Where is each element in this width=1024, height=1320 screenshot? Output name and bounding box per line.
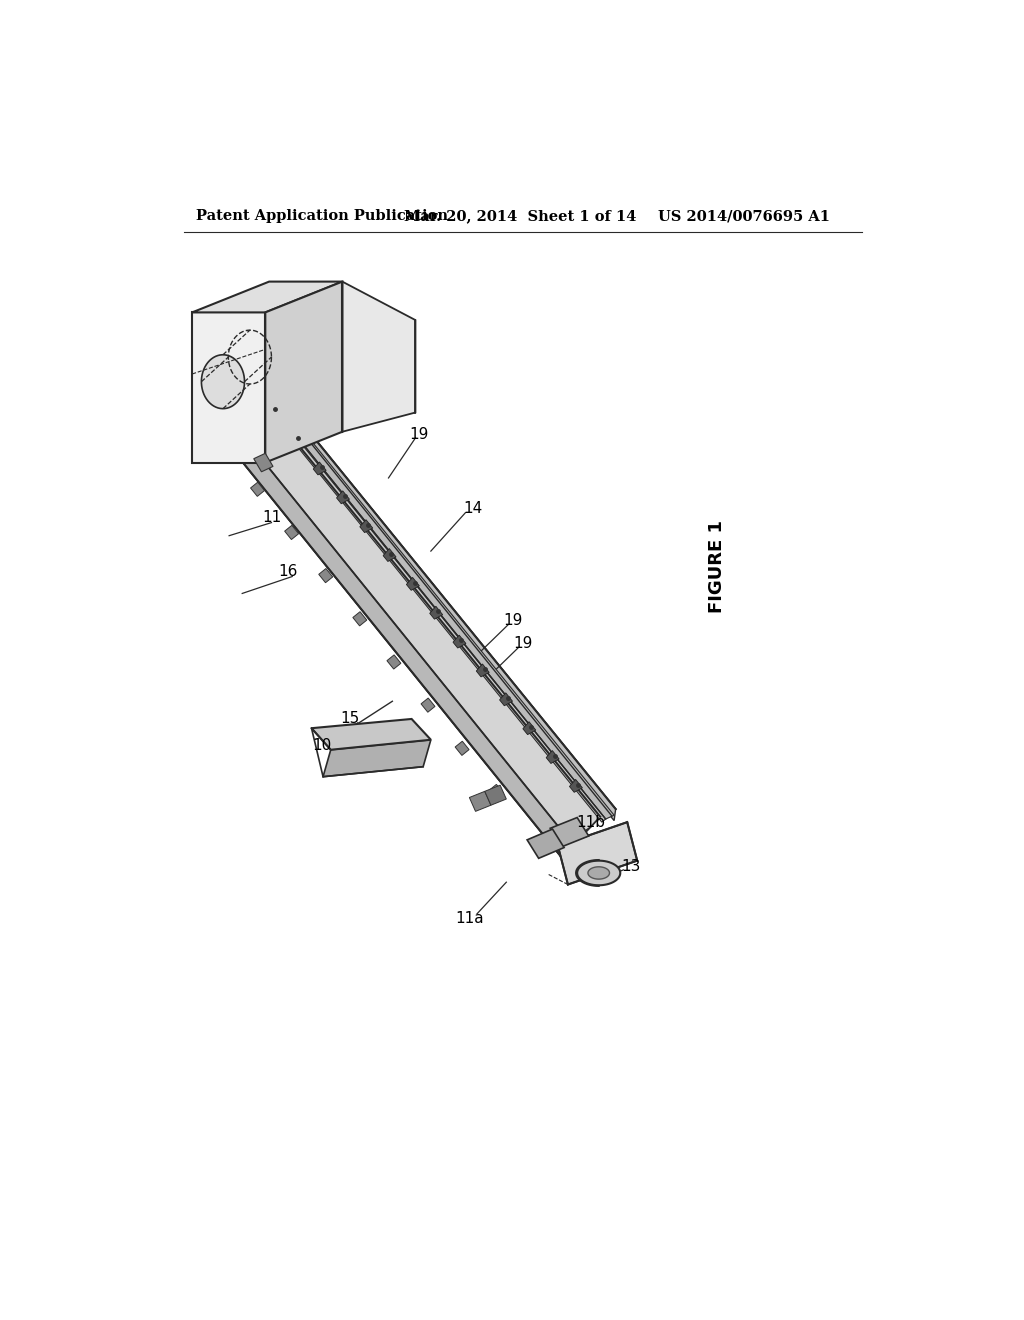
- Polygon shape: [202, 355, 245, 409]
- Polygon shape: [500, 693, 513, 706]
- Text: US 2014/0076695 A1: US 2014/0076695 A1: [658, 209, 830, 223]
- Text: 12: 12: [294, 313, 313, 327]
- Polygon shape: [523, 722, 536, 735]
- Polygon shape: [252, 388, 605, 822]
- Text: Patent Application Publication: Patent Application Publication: [196, 209, 449, 223]
- Polygon shape: [250, 378, 615, 817]
- Text: FIGURE 1: FIGURE 1: [709, 520, 726, 612]
- Polygon shape: [266, 404, 280, 417]
- Polygon shape: [550, 817, 589, 847]
- Polygon shape: [318, 569, 333, 582]
- Polygon shape: [290, 433, 303, 446]
- Polygon shape: [489, 784, 503, 799]
- Polygon shape: [353, 611, 367, 626]
- Polygon shape: [455, 742, 469, 755]
- Text: 19: 19: [410, 426, 429, 442]
- Polygon shape: [263, 378, 615, 821]
- Text: 15: 15: [340, 711, 359, 726]
- Polygon shape: [311, 719, 431, 750]
- Polygon shape: [258, 384, 614, 818]
- Polygon shape: [546, 751, 559, 763]
- Polygon shape: [214, 385, 600, 858]
- Polygon shape: [484, 785, 506, 805]
- Polygon shape: [527, 829, 564, 858]
- Text: 16: 16: [279, 565, 298, 579]
- Polygon shape: [421, 698, 435, 713]
- Polygon shape: [285, 525, 299, 540]
- Polygon shape: [216, 440, 230, 453]
- Polygon shape: [383, 549, 396, 561]
- Polygon shape: [558, 822, 637, 884]
- Polygon shape: [588, 867, 609, 879]
- Polygon shape: [337, 491, 349, 504]
- Text: 11a: 11a: [455, 911, 483, 925]
- Polygon shape: [407, 577, 420, 590]
- Polygon shape: [214, 418, 578, 858]
- Polygon shape: [254, 453, 273, 471]
- Polygon shape: [387, 655, 400, 669]
- Polygon shape: [453, 635, 466, 648]
- Polygon shape: [430, 606, 442, 619]
- Text: 14: 14: [464, 502, 483, 516]
- Polygon shape: [193, 281, 342, 313]
- Text: 11: 11: [262, 511, 282, 525]
- Text: Mar. 20, 2014  Sheet 1 of 14: Mar. 20, 2014 Sheet 1 of 14: [403, 209, 636, 223]
- Text: 19: 19: [504, 612, 523, 628]
- Polygon shape: [359, 520, 373, 533]
- Text: 13: 13: [622, 859, 641, 874]
- Polygon shape: [313, 462, 327, 475]
- Polygon shape: [476, 664, 489, 677]
- Polygon shape: [578, 861, 621, 886]
- Polygon shape: [569, 779, 583, 792]
- Text: 19: 19: [514, 636, 532, 651]
- Text: 10: 10: [312, 738, 331, 752]
- Polygon shape: [251, 482, 264, 496]
- Polygon shape: [265, 281, 342, 462]
- Text: 11b: 11b: [577, 814, 605, 830]
- Polygon shape: [323, 739, 431, 776]
- Polygon shape: [342, 281, 416, 432]
- Polygon shape: [193, 313, 265, 462]
- Polygon shape: [469, 792, 490, 812]
